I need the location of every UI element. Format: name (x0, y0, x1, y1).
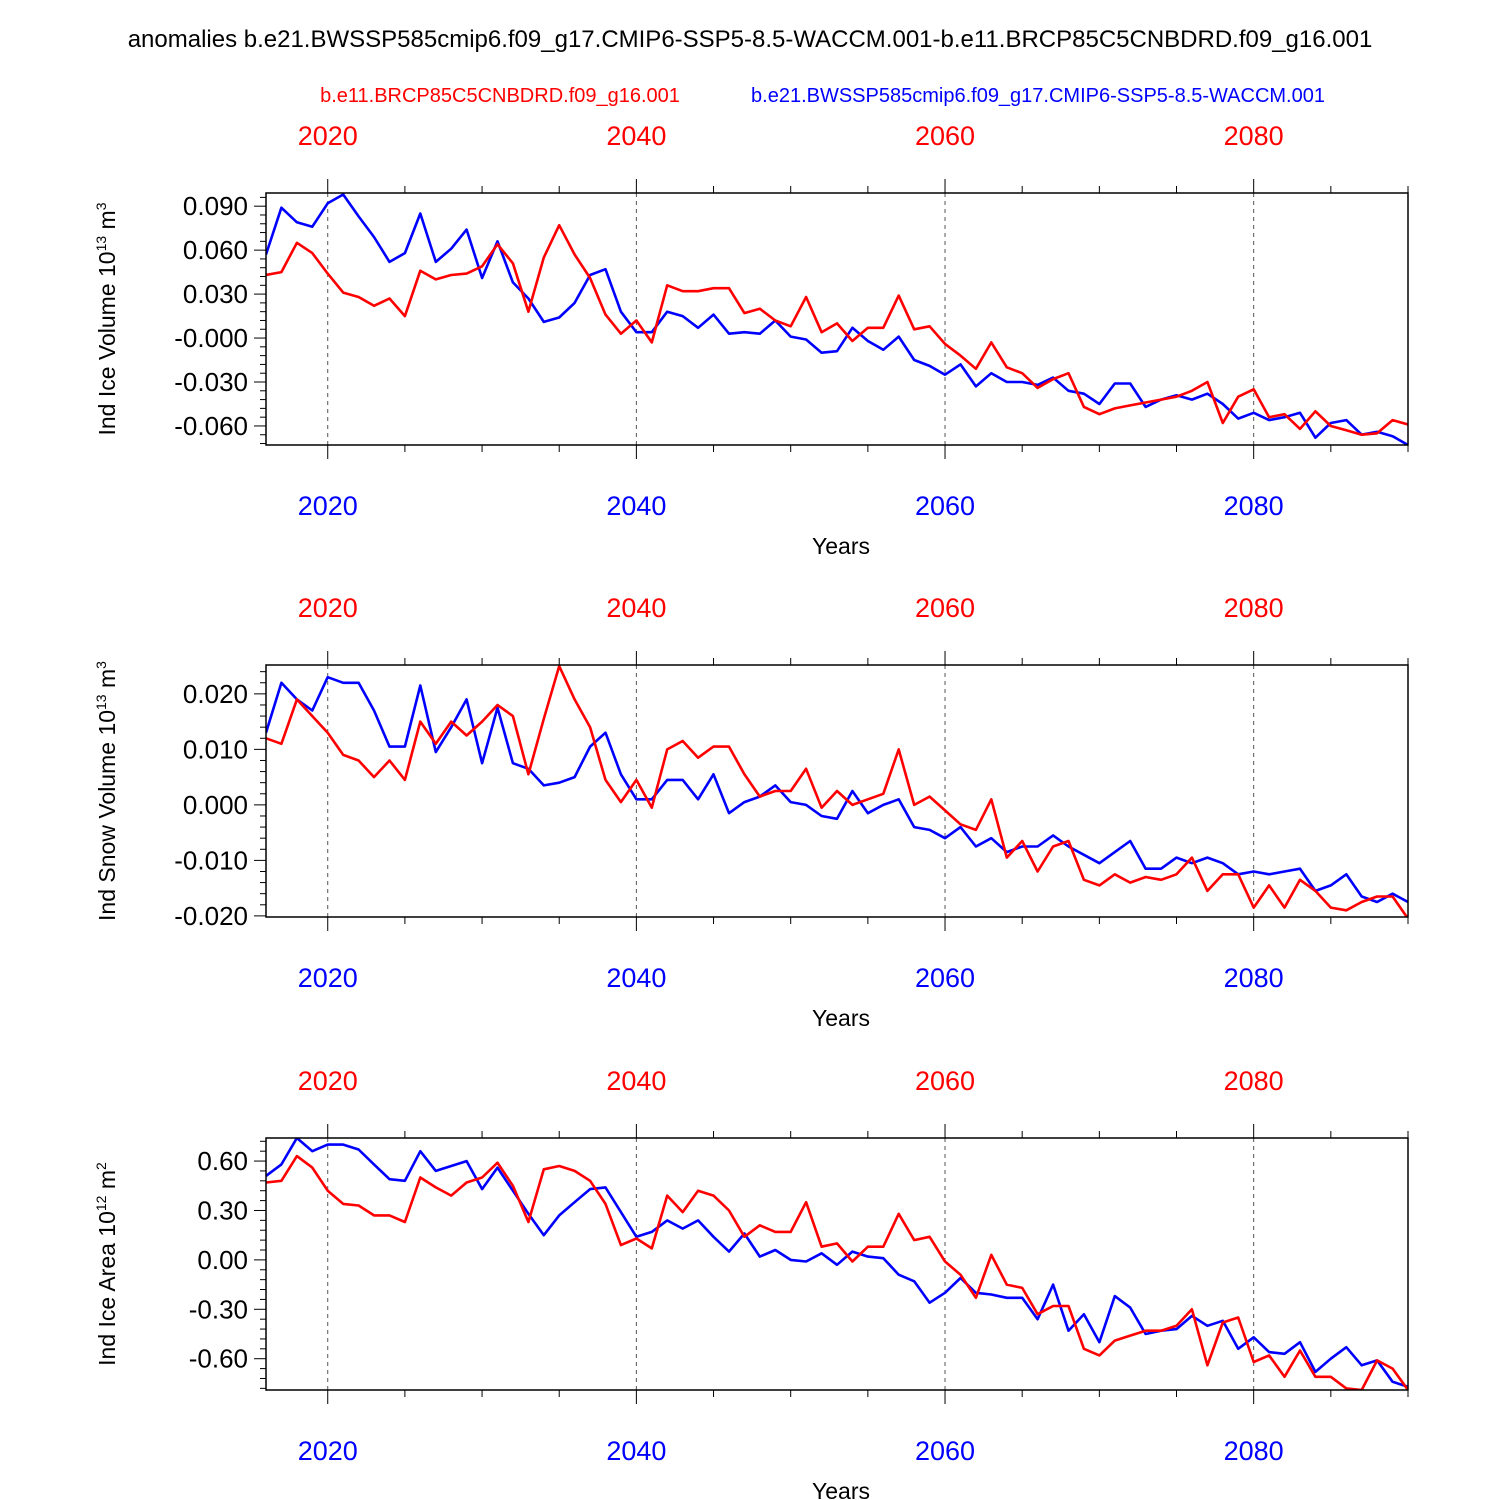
figure-title: anomalies b.e21.BWSSP585cmip6.f09_g17.CM… (128, 26, 1373, 53)
y-tick-label: -0.000 (174, 323, 248, 353)
y-axis-label: Ind Ice Volume 1013 m3 (93, 202, 120, 435)
x-tick-label-bottom: 2020 (298, 491, 358, 521)
x-axis-label: Years (812, 1478, 870, 1500)
series-line-blue (266, 193, 1408, 445)
y-tick-label: -0.060 (174, 411, 248, 441)
y-axis-label-unit: m (94, 1170, 120, 1196)
y-axis-label-base: Ind Ice Volume 10 (94, 251, 120, 435)
y-axis-label: Ind Snow Volume 1013 m3 (93, 661, 120, 921)
y-tick-label: -0.030 (174, 367, 248, 397)
y-tick-label: -0.010 (174, 845, 248, 875)
x-tick-label-top: 2040 (606, 121, 666, 151)
x-tick-label-bottom: 2020 (298, 1436, 358, 1466)
x-tick-label-top: 2020 (298, 593, 358, 623)
y-axis-label-unit-exponent: 3 (93, 202, 109, 210)
y-axis-label: Ind Ice Area 1012 m2 (93, 1162, 120, 1366)
x-tick-label-bottom: 2080 (1224, 491, 1284, 521)
y-tick-label: -0.020 (174, 901, 248, 931)
x-axis-label: Years (812, 533, 870, 559)
y-axis-label-exponent: 12 (93, 1195, 109, 1211)
y-tick-label: 0.000 (183, 790, 248, 820)
y-tick-label: -0.30 (189, 1294, 248, 1324)
y-tick-label: 0.010 (183, 734, 248, 764)
y-axis-label-base: Ind Ice Area 10 (94, 1211, 120, 1366)
x-tick-label-bottom: 2060 (915, 1436, 975, 1466)
y-axis-label-exponent: 13 (93, 236, 109, 252)
series-line-red (266, 223, 1408, 437)
series-line-red (266, 1154, 1408, 1390)
series-line-blue (266, 1138, 1408, 1388)
x-tick-label-top: 2080 (1224, 593, 1284, 623)
y-axis-label-exponent: 13 (93, 694, 109, 710)
plot-frame (265, 664, 1409, 918)
y-axis-label-unit: m (94, 669, 120, 695)
x-tick-label-bottom: 2060 (915, 963, 975, 993)
x-tick-label-top: 2020 (298, 1066, 358, 1096)
y-tick-label: -0.60 (189, 1344, 248, 1374)
x-tick-label-bottom: 2040 (606, 1436, 666, 1466)
y-tick-label: 0.030 (183, 279, 248, 309)
x-tick-label-top: 2080 (1224, 121, 1284, 151)
y-tick-label: 0.090 (183, 191, 248, 221)
y-tick-label: 0.30 (197, 1195, 248, 1225)
chart-panel-1: 0.090 0.060 0.030 -0.000 -0.030 -0.060 2020 202… (93, 121, 1409, 559)
y-axis-label-base: Ind Snow Volume 10 (94, 710, 120, 921)
x-axis-label: Years (812, 1005, 870, 1031)
y-tick-label: 0.020 (183, 679, 248, 709)
legend-blue-series: b.e21.BWSSP585cmip6.f09_g17.CMIP6-SSP5-8… (751, 85, 1325, 107)
y-tick-label: 0.60 (197, 1146, 248, 1176)
y-axis-label-unit: m (94, 210, 120, 236)
legend-red-series: b.e11.BRCP85C5CNBDRD.f09_g16.001 (320, 85, 680, 107)
x-tick-label-top: 2060 (915, 1066, 975, 1096)
x-tick-label-bottom: 2020 (298, 963, 358, 993)
x-tick-label-bottom: 2060 (915, 491, 975, 521)
y-tick-label: 0.00 (197, 1245, 248, 1275)
x-tick-label-bottom: 2080 (1224, 963, 1284, 993)
x-tick-label-top: 2060 (915, 593, 975, 623)
x-tick-label-bottom: 2040 (606, 491, 666, 521)
series-line-red (266, 665, 1408, 917)
x-tick-label-top: 2060 (915, 121, 975, 151)
x-tick-label-top: 2020 (298, 121, 358, 151)
x-tick-label-bottom: 2040 (606, 963, 666, 993)
y-axis-label-unit-exponent: 2 (93, 1162, 109, 1170)
chart-panels: 0.090 0.060 0.030 -0.000 -0.030 -0.060 2020 202… (93, 121, 1409, 1500)
plot-frame (265, 1137, 1409, 1391)
x-tick-label-top: 2040 (606, 1066, 666, 1096)
y-axis-label-unit-exponent: 3 (93, 661, 109, 669)
chart-panel-3: 0.60 0.30 0.00 -0.30 -0.60 2020 2020 2040 2040 20… (93, 1066, 1409, 1500)
chart-panel-2: 0.020 0.010 0.000 -0.010 -0.020 2020 2020 2040 2… (93, 593, 1409, 1031)
series-line-blue (266, 675, 1408, 904)
y-tick-label: 0.060 (183, 235, 248, 265)
x-tick-label-bottom: 2080 (1224, 1436, 1284, 1466)
x-tick-label-top: 2080 (1224, 1066, 1284, 1096)
x-tick-label-top: 2040 (606, 593, 666, 623)
plot-frame (265, 192, 1409, 446)
